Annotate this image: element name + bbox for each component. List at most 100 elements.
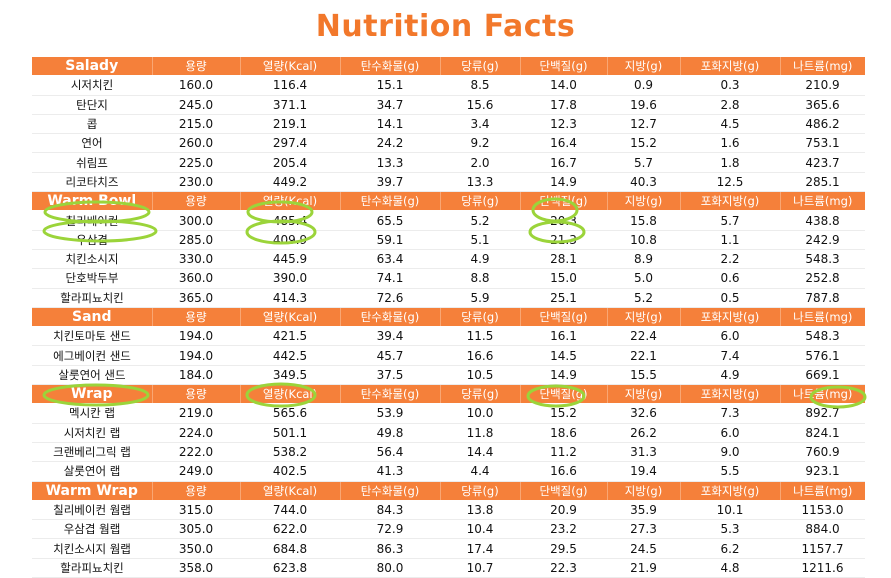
section-header: Sand 용량 열량(Kcal) 탄수화물(g) 당류(g) 단백질(g) 지방(g) 포화지…: [32, 307, 865, 328]
nutrient-value: 5.7: [607, 152, 680, 173]
menu-item-name: 우삼겹: [32, 230, 152, 250]
nutrient-value: 315.0: [152, 500, 240, 521]
nutrient-value: 219.0: [152, 403, 240, 424]
section-header: Wrap 용량 열량(Kcal) 탄수화물(g) 당류(g) 단백질(g) 지방(g) 포화지…: [32, 384, 865, 405]
nutrient-value: 18.6: [520, 423, 607, 443]
nutrient-value: 0.9: [607, 75, 680, 96]
column-header: 포화지방(g): [680, 57, 781, 77]
nutrient-value: 445.9: [240, 249, 340, 270]
table-row: 치킨토마토 샌드 194.0 421.5 39.4 11.5 16.1 22.4 6.0 548…: [32, 326, 865, 347]
nutrient-value: 14.9: [520, 172, 607, 193]
nutrient-value: 10.5: [440, 365, 520, 386]
nutrient-value: 4.5: [680, 114, 780, 135]
nutrient-value: 249.0: [152, 461, 240, 482]
nutrient-value: 548.3: [780, 326, 865, 347]
nutrient-value: 923.1: [780, 461, 865, 482]
column-header: 단백질(g): [520, 57, 608, 77]
nutrient-value: 12.7: [607, 114, 680, 135]
nutrient-value: 3.4: [440, 114, 520, 135]
nutrient-value: 684.8: [240, 538, 340, 559]
nutrient-value: 9.2: [440, 133, 520, 154]
nutrient-value: 15.2: [607, 133, 680, 154]
column-header: 포화지방(g): [680, 191, 781, 212]
page-title: Nutrition Facts: [315, 9, 576, 44]
nutrient-value: 11.5: [440, 326, 520, 347]
column-header: 열량(Kcal): [240, 191, 341, 212]
nutrient-value: 669.1: [780, 365, 865, 386]
nutrient-value: 330.0: [152, 249, 240, 270]
nutrient-value: 365.6: [780, 95, 865, 115]
nutrient-value: 252.8: [780, 268, 865, 289]
column-header: 탄수화물(g): [340, 191, 441, 212]
column-header: 용량: [152, 191, 241, 212]
column-header: 탄수화물(g): [340, 57, 441, 77]
column-header: 용량: [152, 481, 241, 501]
column-header: 지방(g): [607, 481, 681, 501]
nutrient-value: 8.9: [607, 249, 680, 270]
nutrient-value: 8.8: [440, 268, 520, 289]
nutrient-value: 0.3: [680, 75, 780, 96]
category-label: Warm Wrap: [32, 481, 153, 501]
nutrient-value: 10.4: [440, 519, 520, 540]
nutrient-value: 1.6: [680, 133, 780, 154]
nutrient-value: 5.5: [680, 461, 780, 482]
table-row: 쉬림프 225.0 205.4 13.3 2.0 16.7 5.7 1.8 423.7: [32, 152, 865, 173]
nutrient-value: 20.9: [520, 500, 607, 521]
nutrient-value: 224.0: [152, 423, 240, 443]
nutrient-value: 84.3: [340, 500, 440, 521]
nutrient-value: 0.5: [680, 288, 780, 308]
nutrient-value: 22.4: [607, 326, 680, 347]
nutrient-value: 219.1: [240, 114, 340, 135]
nutrient-value: 371.1: [240, 95, 340, 115]
table-row: 할라피뇨치킨 365.0 414.3 72.6 5.9 25.1 5.2 0.5 787.8: [32, 288, 865, 308]
nutrient-value: 576.1: [780, 345, 865, 366]
table-row: 탄단지 245.0 371.1 34.7 15.6 17.8 19.6 2.8 365.6: [32, 95, 865, 115]
nutrient-value: 80.0: [340, 558, 440, 578]
menu-item-name: 시저치킨: [32, 75, 152, 96]
nutrient-value: 300.0: [152, 210, 240, 231]
nutrient-value: 485.4: [240, 210, 340, 231]
nutrient-value: 24.2: [340, 133, 440, 154]
nutrient-value: 260.0: [152, 133, 240, 154]
nutrient-value: 5.9: [440, 288, 520, 308]
column-header: 탄수화물(g): [340, 481, 441, 501]
nutrient-value: 365.0: [152, 288, 240, 308]
nutrient-value: 53.9: [340, 403, 440, 424]
nutrient-value: 5.3: [680, 519, 780, 540]
column-header: 열량(Kcal): [240, 384, 341, 405]
column-header: 나트륨(mg): [780, 307, 865, 328]
nutrient-value: 25.1: [520, 288, 607, 308]
table-row: 칠리베이컨 웜랩 315.0 744.0 84.3 13.8 20.9 35.9 10.1 11…: [32, 500, 865, 521]
nutrient-value: 421.5: [240, 326, 340, 347]
nutrient-value: 56.4: [340, 442, 440, 463]
nutrient-value: 45.7: [340, 345, 440, 366]
nutrient-value: 753.1: [780, 133, 865, 154]
nutrient-value: 29.5: [520, 538, 607, 559]
table-row: 할라피뇨치킨 358.0 623.8 80.0 10.7 22.3 21.9 4.8 1211.…: [32, 558, 865, 578]
nutrient-value: 194.0: [152, 345, 240, 366]
nutrient-value: 9.0: [680, 442, 780, 463]
nutrient-value: 10.8: [607, 230, 680, 250]
menu-item-name: 연어: [32, 133, 152, 154]
nutrient-value: 17.4: [440, 538, 520, 559]
column-header: 열량(Kcal): [240, 481, 341, 501]
column-header: 당류(g): [440, 307, 521, 328]
nutrient-value: 5.1: [440, 230, 520, 250]
nutrient-value: 824.1: [780, 423, 865, 443]
menu-item-name: 리코타치즈: [32, 172, 152, 193]
menu-item-name: 치킨소시지 웜랩: [32, 538, 152, 559]
nutrient-value: 17.8: [520, 95, 607, 115]
table-row: 우삼겹 웜랩 305.0 622.0 72.9 10.4 23.2 27.3 5.3 884.0: [32, 519, 865, 540]
nutrient-value: 11.2: [520, 442, 607, 463]
nutrient-value: 1157.7: [780, 538, 865, 559]
nutrient-value: 16.1: [520, 326, 607, 347]
nutrient-value: 245.0: [152, 95, 240, 115]
nutrient-value: 4.9: [440, 249, 520, 270]
nutrient-value: 390.0: [240, 268, 340, 289]
nutrient-value: 565.6: [240, 403, 340, 424]
nutrient-value: 4.8: [680, 558, 780, 578]
category-label: Salady: [32, 57, 153, 77]
nutrient-value: 34.7: [340, 95, 440, 115]
nutrient-value: 15.0: [520, 268, 607, 289]
nutrient-value: 21.3: [520, 230, 607, 250]
